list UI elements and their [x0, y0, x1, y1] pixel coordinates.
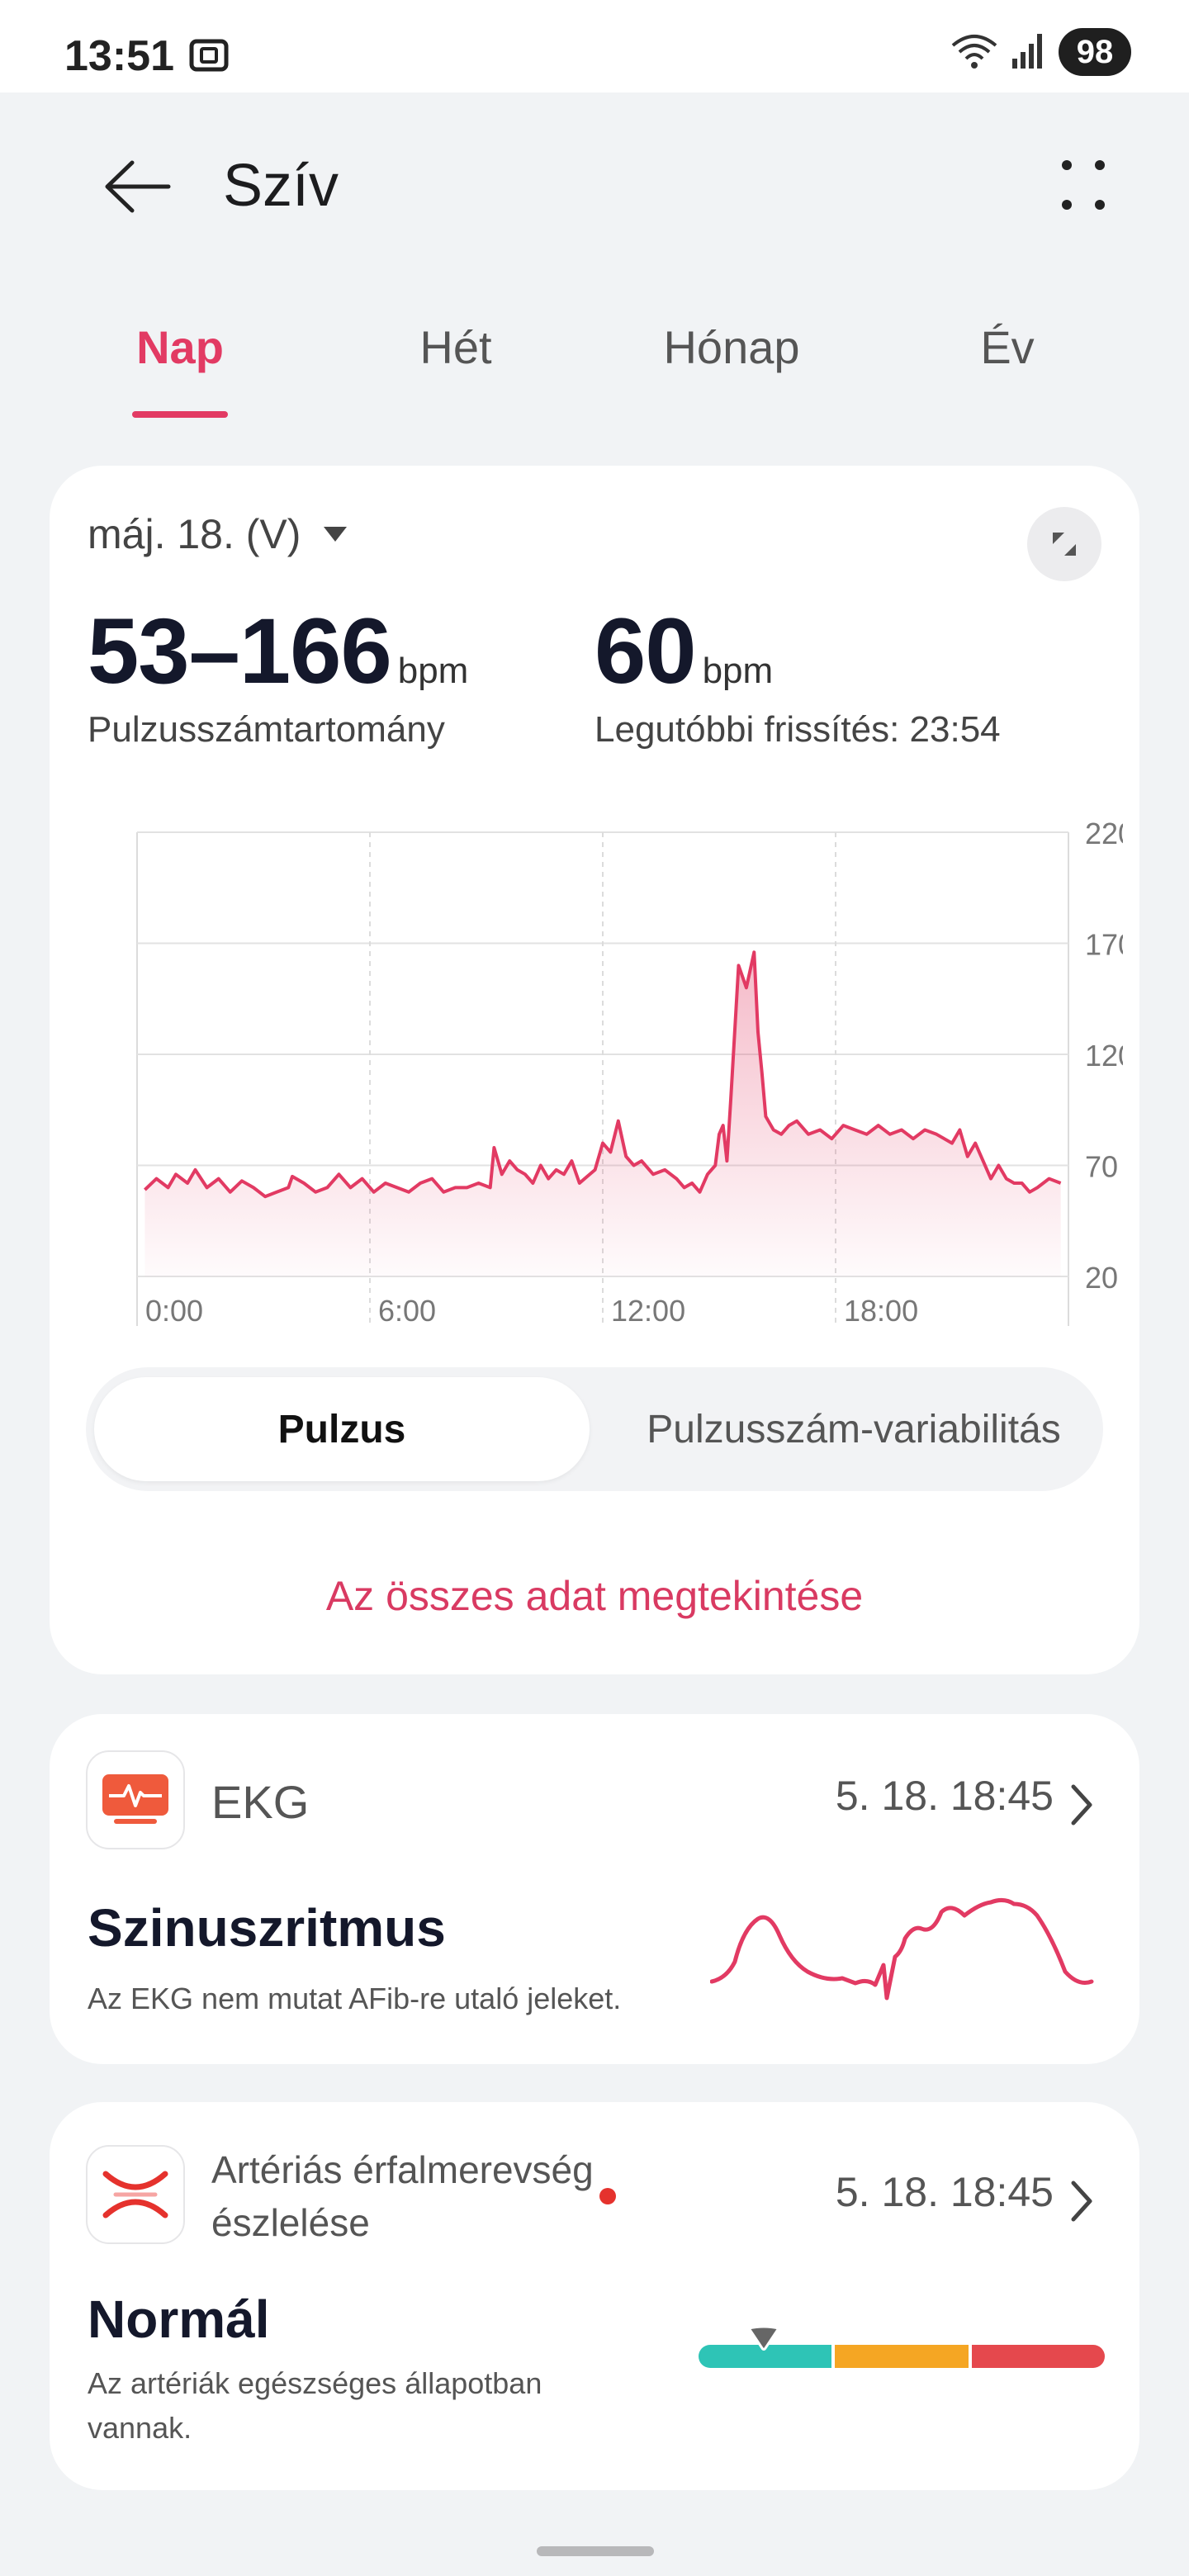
more-dots-icon — [1062, 160, 1105, 210]
dropdown-caret-icon — [324, 527, 348, 542]
back-button[interactable] — [96, 145, 178, 228]
y-tick-label: 20 — [1085, 1261, 1118, 1295]
page-title: Szív — [223, 153, 339, 219]
tab-year[interactable]: Év — [980, 321, 1035, 373]
battery-indicator: 98 — [1059, 28, 1131, 76]
toggle-pulse[interactable]: Pulzus — [94, 1377, 590, 1481]
hr-latest-stat: 60 bpm Legutóbbi frissítés: 23:54 — [594, 598, 1001, 751]
y-tick-label: 120 — [1085, 1039, 1123, 1073]
hr-latest-label: Legutóbbi frissítés: 23:54 — [594, 709, 1001, 750]
ecg-waveform-graphic — [710, 1897, 1094, 2001]
arterial-stiffness-card[interactable]: Artériás érfalmerevség észlelése 5. 18. … — [50, 2102, 1139, 2490]
status-bar: 13:51 98 — [0, 0, 1189, 92]
hr-range-label: Pulzusszámtartomány — [88, 709, 445, 750]
arrow-left-icon — [105, 160, 171, 213]
toggle-hrv[interactable]: Pulzusszám-variabilitás — [647, 1407, 1061, 1451]
ecg-app-icon — [86, 1750, 185, 1849]
new-indicator-dot — [599, 2188, 616, 2204]
y-tick-label: 70 — [1085, 1150, 1118, 1184]
period-tabs: Nap Hét Hónap Év — [0, 314, 1189, 421]
gauge-segment-high — [971, 2345, 1105, 2368]
metric-toggle: Pulzus Pulzusszám-variabilitás — [86, 1367, 1103, 1491]
arterial-status: Normál — [88, 2290, 270, 2349]
stiffness-gauge — [699, 2323, 1105, 2373]
y-tick-label: 220 — [1085, 817, 1123, 850]
ecg-title: EKG — [211, 1776, 310, 1828]
tab-month[interactable]: Hónap — [663, 321, 800, 373]
fullscreen-button[interactable] — [1027, 507, 1101, 581]
arterial-date: 5. 18. 18:45 — [835, 2169, 1054, 2215]
screenshot-icon — [188, 35, 230, 80]
ecg-monitor-icon — [102, 1774, 168, 1824]
hr-range-value: 53–166 — [88, 599, 392, 703]
more-options-button[interactable] — [1050, 152, 1116, 218]
x-tick-label: 6:00 — [378, 1294, 436, 1328]
tab-week[interactable]: Hét — [419, 321, 492, 373]
hr-latest-unit: bpm — [702, 651, 774, 691]
ecg-date: 5. 18. 18:45 — [835, 1773, 1054, 1819]
heart-rate-card: máj. 18. (V) 53–166 bpm Pulzusszámtartomá… — [50, 466, 1139, 1674]
hr-range-unit: bpm — [397, 651, 469, 691]
hr-range-stat: 53–166 bpm Pulzusszámtartomány — [88, 598, 468, 751]
arterial-description: Az artériák egészséges állapotban vannak… — [88, 2366, 542, 2445]
view-all-data-link[interactable]: Az összes adat megtekintése — [325, 1573, 864, 1619]
chevron-right-icon — [1071, 1784, 1092, 1825]
status-time: 13:51 — [64, 32, 174, 80]
wifi-icon — [950, 31, 999, 74]
ecg-card[interactable]: EKG 5. 18. 18:45 Szinuszritmus Az EKG ne… — [50, 1714, 1139, 2064]
ecg-status: Szinuszritmus — [88, 1898, 446, 1958]
expand-icon — [1053, 533, 1076, 556]
heart-rate-chart-svg: 220 170 120 70 20 0:00 6:00 12:00 18:00 — [136, 817, 1135, 1328]
date-selector[interactable]: máj. 18. (V) — [88, 510, 348, 558]
x-tick-label: 18:00 — [844, 1294, 918, 1328]
gauge-marker-icon — [746, 2325, 781, 2351]
home-indicator[interactable] — [537, 2546, 654, 2556]
hr-series-line — [144, 950, 1062, 1199]
y-tick-label: 170 — [1085, 928, 1123, 962]
tab-day[interactable]: Nap — [136, 321, 224, 373]
hr-area-fill — [144, 952, 1061, 1276]
app-header: Szív — [0, 92, 1189, 274]
date-label: máj. 18. (V) — [88, 511, 301, 557]
arterial-app-icon — [86, 2145, 185, 2244]
x-tick-label: 12:00 — [611, 1294, 685, 1328]
gauge-segment-mid — [835, 2345, 969, 2368]
arterial-title: Artériás érfalmerevség észlelése — [211, 2148, 594, 2244]
status-right: 98 — [950, 28, 1131, 76]
chevron-right-icon — [1071, 2181, 1092, 2222]
heart-rate-chart[interactable]: 220 170 120 70 20 0:00 6:00 12:00 18:00 — [83, 804, 1135, 1349]
x-tick-label: 0:00 — [145, 1294, 203, 1328]
active-tab-indicator — [132, 411, 228, 418]
ecg-description: Az EKG nem mutat AFib-re utaló jeleket. — [88, 1982, 622, 2015]
hr-latest-value: 60 — [594, 599, 697, 703]
artery-icon — [102, 2171, 168, 2218]
signal-icon — [1011, 31, 1047, 74]
